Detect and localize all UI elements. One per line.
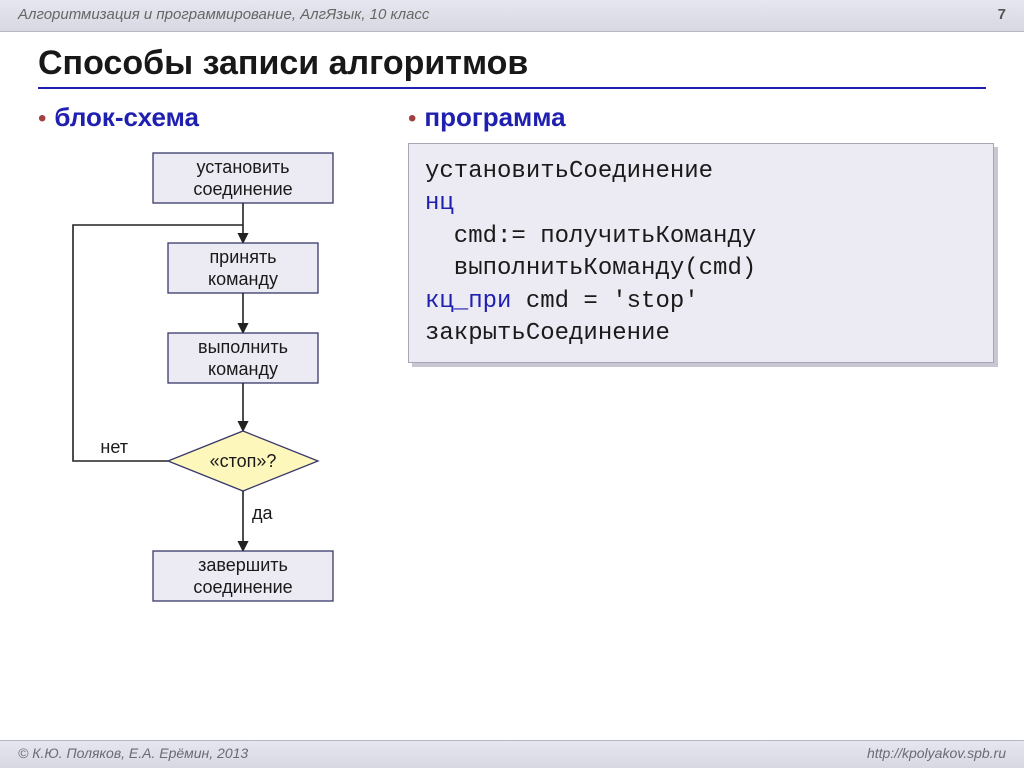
header-bar: Алгоритмизация и программирование, АлгЯз… [0, 0, 1024, 32]
bullet-flowchart-label: блок-схема [54, 102, 199, 133]
fc-node3-line1: выполнить [198, 337, 288, 357]
header-title: Алгоритмизация и программирование, АлгЯз… [18, 6, 429, 31]
page-number: 7 [998, 6, 1006, 31]
fc-node2-line2: команду [208, 269, 278, 289]
code-l1: установитьСоединение [425, 158, 713, 185]
code-l6: закрытьСоединение [425, 320, 670, 347]
bullet-dot-icon: • [408, 107, 416, 131]
fc-label-no: нет [100, 437, 128, 457]
code-l5b: cmd = 'stop' [511, 288, 698, 315]
bullet-dot-icon: • [38, 107, 46, 131]
fc-node5-line2: соединение [193, 577, 292, 597]
fc-label-yes: да [252, 503, 274, 523]
slide-body: • блок-схема установить соединение приня… [38, 102, 994, 732]
footer-bar: © К.Ю. Поляков, Е.А. Ерёмин, 2013 http:/… [0, 740, 1024, 768]
fc-node1-line1: установить [196, 157, 289, 177]
bullet-program-label: программа [424, 102, 565, 133]
column-program: • программа установитьСоединение нц cmd:… [408, 102, 994, 673]
footer-url: http://kpolyakov.spb.ru [867, 745, 1006, 768]
bullet-flowchart: • блок-схема [38, 102, 398, 133]
fc-node1-line2: соединение [193, 179, 292, 199]
fc-node2-line1: принять [209, 247, 276, 267]
fc-node3-line2: команду [208, 359, 278, 379]
flowchart-svg: установить соединение принять команду вы… [38, 143, 398, 673]
slide-title: Способы записи алгоритмов [38, 44, 986, 89]
code-l4: выполнитьКоманду(cmd) [425, 255, 756, 282]
code-l5a: кц_при [425, 288, 511, 315]
fc-node5-line1: завершить [198, 555, 288, 575]
bullet-program: • программа [408, 102, 994, 133]
code-l3: cmd:= получитьКоманду [425, 223, 756, 250]
footer-copyright: © К.Ю. Поляков, Е.А. Ерёмин, 2013 [18, 745, 248, 768]
code-l2: нц [425, 190, 454, 217]
fc-node4: «стоп»? [210, 451, 277, 471]
column-flowchart: • блок-схема установить соединение приня… [38, 102, 398, 673]
code-box: установитьСоединение нц cmd:= получитьКо… [408, 143, 994, 363]
